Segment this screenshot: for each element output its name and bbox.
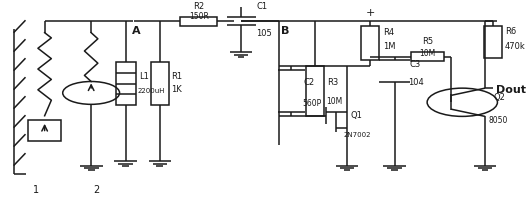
Text: C2: C2 (304, 78, 315, 87)
Bar (151, 62, 169, 105)
Text: +: + (365, 8, 375, 18)
Text: R2: R2 (193, 2, 204, 11)
Text: C3: C3 (409, 60, 421, 69)
Text: C1: C1 (256, 2, 268, 11)
Text: 10M: 10M (327, 97, 342, 106)
Text: B: B (281, 26, 289, 36)
Text: L1: L1 (139, 73, 149, 81)
Text: 2N7002: 2N7002 (344, 131, 371, 138)
Text: 1: 1 (33, 185, 39, 195)
Bar (116, 62, 135, 105)
Text: R3: R3 (328, 78, 339, 87)
Text: 2200uH: 2200uH (137, 88, 165, 94)
Text: R4: R4 (383, 28, 394, 37)
Text: 1M: 1M (383, 42, 395, 51)
Text: 2: 2 (93, 185, 99, 195)
Text: Q1: Q1 (350, 111, 362, 120)
Bar (180, 17, 217, 26)
Text: Q2: Q2 (493, 93, 505, 102)
Text: R6: R6 (505, 27, 517, 36)
Text: A: A (132, 26, 140, 36)
Bar (28, 120, 61, 141)
Text: 150R: 150R (189, 12, 209, 21)
Bar (362, 26, 379, 60)
Bar (411, 52, 444, 61)
Text: 10M: 10M (419, 49, 436, 57)
Text: 470k: 470k (504, 42, 525, 51)
Text: Dout: Dout (496, 85, 526, 95)
Bar (306, 66, 324, 116)
Text: R5: R5 (422, 37, 433, 46)
Text: 8050: 8050 (488, 116, 508, 125)
Text: R1: R1 (172, 73, 182, 81)
Text: 1K: 1K (172, 85, 182, 94)
Text: 105: 105 (256, 29, 272, 38)
Text: 560P: 560P (303, 99, 322, 108)
Bar (484, 26, 502, 58)
Text: 104: 104 (408, 78, 424, 87)
